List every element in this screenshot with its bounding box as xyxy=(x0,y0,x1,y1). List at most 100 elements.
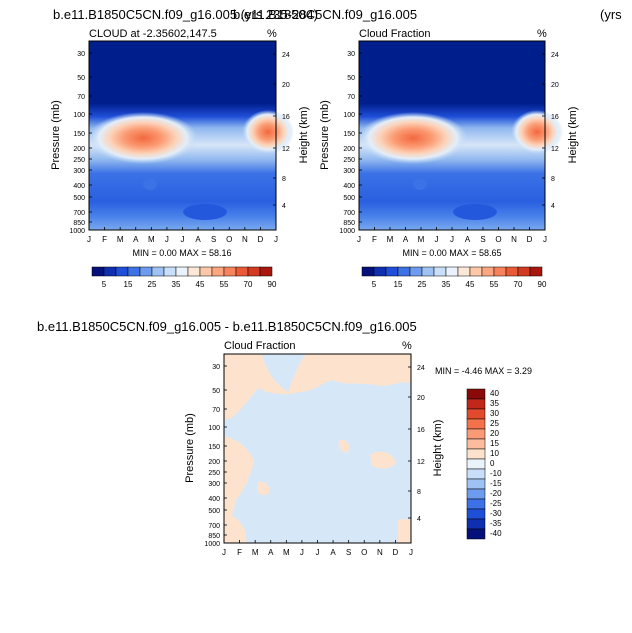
panel-3-y-tick-label: 850 xyxy=(208,533,220,540)
panel-2-y-right-tick-label: 24 xyxy=(551,52,559,59)
panel-2-colorbar-swatch xyxy=(481,266,495,277)
panel-1-x-tick-label: M xyxy=(117,235,124,244)
panel-2-x-tick-label: S xyxy=(480,235,485,244)
panel-3-colorbar-swatch xyxy=(466,488,486,500)
panel-1-y-tick-label: 250 xyxy=(73,157,85,164)
panel-2-x-tick-label: M xyxy=(387,235,394,244)
panel-2-colorbar-swatch xyxy=(529,266,543,277)
panel-3-colorbar-swatch xyxy=(466,458,486,470)
panel-1-colorbar-swatch xyxy=(163,266,177,277)
panel-3-colorbar-swatch xyxy=(466,518,486,530)
panel-2-title: Cloud Fraction xyxy=(359,28,431,40)
panel-3-colorbar-label: 20 xyxy=(490,429,499,438)
panel-3-positive-left xyxy=(224,436,254,543)
panel-2-blob-1 xyxy=(413,178,427,190)
panel-3-stats: MIN = -4.46 MAX = 3.29 xyxy=(435,366,532,376)
panel-1-y-tick-label: 30 xyxy=(77,51,85,58)
panel-1-colorbar-label: 25 xyxy=(148,280,157,289)
panel-3-colorbar-label: 15 xyxy=(490,439,499,448)
panel-3-positive-corner xyxy=(398,519,411,543)
panel-1-colorbar-label: 70 xyxy=(244,280,253,289)
panel-1-y-right-tick-label: 8 xyxy=(282,176,286,183)
panel-2-hot-region-right xyxy=(511,110,563,154)
panel-3-positive-right xyxy=(370,451,396,469)
panel-2-y-tick-label: 150 xyxy=(343,131,355,138)
panel-2-colorbar-label: 70 xyxy=(514,280,523,289)
panel-3: Cloud Fraction % Pressure (mb) Height (k… xyxy=(184,340,532,557)
panel-2-colorbar-label: 15 xyxy=(394,280,403,289)
panel-2-colorbar-label: 90 xyxy=(538,280,547,289)
panel-1-colorbar-swatch xyxy=(139,266,153,277)
panel-3-y-tick-label: 70 xyxy=(212,407,220,414)
panel-3-colorbar-swatch xyxy=(466,528,486,540)
panel-3-colorbar-label: 35 xyxy=(490,399,499,408)
panel-2-y-tick-label: 200 xyxy=(343,146,355,153)
panel-3-positive-top xyxy=(224,354,411,420)
panel-3-x-tick-label: D xyxy=(393,548,399,557)
panel-3-y-tick-label: 200 xyxy=(208,459,220,466)
panel-3-x-tick-label: O xyxy=(361,548,367,557)
panel-2-x-tick-label: O xyxy=(495,235,501,244)
panel-1-y-right-tick-label: 20 xyxy=(282,82,290,89)
panel-3-positive-blob xyxy=(256,481,270,496)
panel-1-y-tick-label: 850 xyxy=(73,220,85,227)
panel-2-colorbar-swatch xyxy=(517,266,531,277)
panel-1-blob-1 xyxy=(143,178,157,190)
panel-3-y-right-tick-label: 20 xyxy=(417,395,425,402)
panel-2-colorbar-label: 5 xyxy=(372,280,377,289)
panel-2: Cloud Fraction % Pressure (mb) Height (k… xyxy=(319,28,579,289)
panel-1-x-tick-label: J xyxy=(165,235,169,244)
panel-1-ylabel-right: Height (km) xyxy=(298,107,310,164)
panel-3-colorbar-swatch xyxy=(466,498,486,510)
panel-1-colorbar-swatch xyxy=(151,266,165,277)
panel-3-colorbar-swatch xyxy=(466,478,486,490)
panel-3-y-right-tick-label: 8 xyxy=(417,489,421,496)
panel-1-colorbar-swatch xyxy=(259,266,273,277)
panel-3-y-right-tick-label: 12 xyxy=(417,459,425,466)
panel-1-colorbar-label: 90 xyxy=(268,280,277,289)
panel-1-y-tick-label: 700 xyxy=(73,210,85,217)
panel-1-colorbar-label: 5 xyxy=(102,280,107,289)
panel-1-x-tick-label: O xyxy=(226,235,232,244)
panel-2-y-tick-label: 250 xyxy=(343,157,355,164)
panel-2-ylabel: Pressure (mb) xyxy=(319,100,331,170)
panel-2-x-tick-label: M xyxy=(418,235,425,244)
panel-1-x-tick-label: J xyxy=(181,235,185,244)
panel-2-y-tick-label: 850 xyxy=(343,220,355,227)
panel-2-colorbar-swatch xyxy=(505,266,519,277)
panel-1: CLOUD at -2.35602,147.5 % Pressure (mb) … xyxy=(50,28,310,289)
panel-3-colorbar-label: 10 xyxy=(490,449,499,458)
panel-1-y-right-tick-label: 12 xyxy=(282,146,290,153)
figure-title-right-suffix: (yrs xyxy=(600,7,622,22)
panel-1-colorbar-swatch xyxy=(247,266,261,277)
panel-2-colorbar-swatch xyxy=(493,266,507,277)
panel-2-y-right-tick-label: 20 xyxy=(551,82,559,89)
panel-2-x-tick-label: A xyxy=(465,235,471,244)
panel-3-y-tick-label: 500 xyxy=(208,508,220,515)
panel-2-x-tick-label: A xyxy=(403,235,409,244)
panel-2-blob-2 xyxy=(453,204,497,220)
panel-1-x-tick-label: A xyxy=(133,235,139,244)
panel-3-colorbar-label: -40 xyxy=(490,529,502,538)
panel-3-colorbar-label: -25 xyxy=(490,499,502,508)
panel-3-colorbar-label: 0 xyxy=(490,459,495,468)
panel-2-y-tick-label: 1000 xyxy=(339,228,355,235)
panel-3-x-tick-label: J xyxy=(316,548,320,557)
panel-2-y-right-tick-label: 8 xyxy=(551,176,555,183)
panel-3-y-tick-label: 50 xyxy=(212,388,220,395)
panel-3-y-tick-label: 30 xyxy=(212,364,220,371)
panel-2-y-right-tick-label: 4 xyxy=(551,203,555,210)
panel-1-colorbar-label: 15 xyxy=(124,280,133,289)
panel-2-hot-region-left xyxy=(358,112,468,164)
panel-2-x-tick-label: D xyxy=(527,235,533,244)
panel-2-colorbar-swatch xyxy=(397,266,411,277)
panel-1-blob-2 xyxy=(183,204,227,220)
panel-3-colorbar-swatch xyxy=(466,418,486,430)
panel-3-colorbar-label: -10 xyxy=(490,469,502,478)
panel-2-colorbar-label: 35 xyxy=(442,280,451,289)
panel-3-x-tick-label: S xyxy=(346,548,351,557)
panel-2-x-tick-label: N xyxy=(511,235,517,244)
panel-1-x-tick-label: J xyxy=(274,235,278,244)
panel-2-x-tick-label: J xyxy=(543,235,547,244)
panel-3-x-tick-label: N xyxy=(377,548,383,557)
